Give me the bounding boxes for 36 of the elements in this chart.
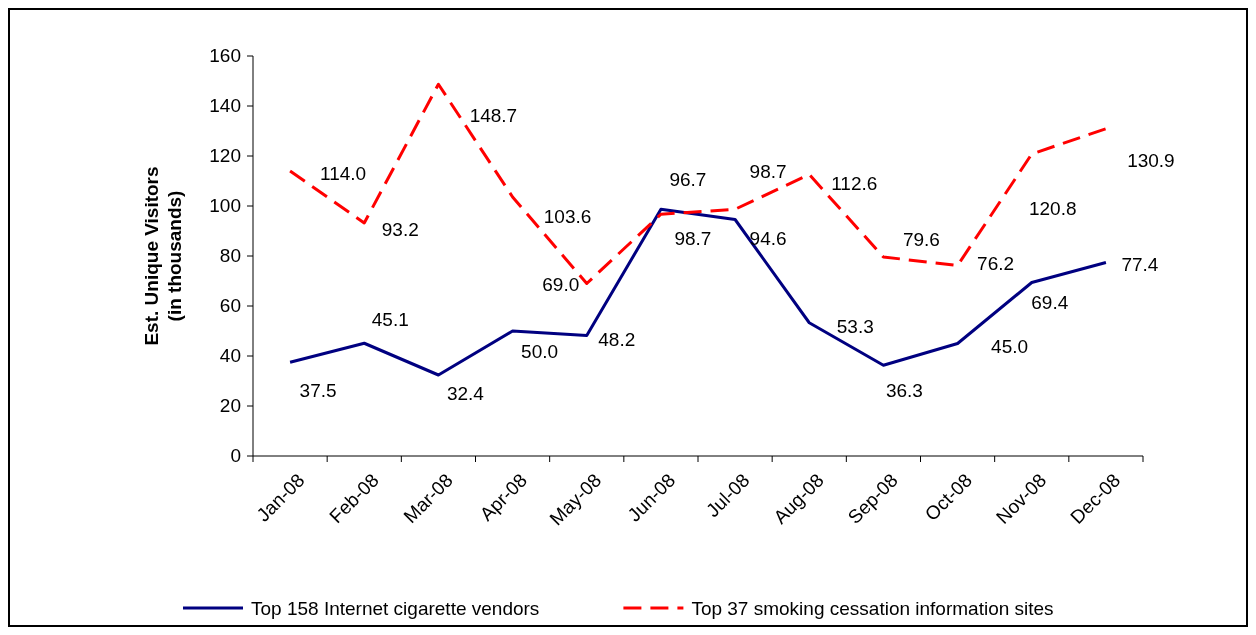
- y-tick-label: 60: [219, 295, 241, 316]
- data-label: 93.2: [381, 218, 419, 240]
- data-label: 69.4: [1031, 292, 1069, 313]
- data-label: 96.7: [669, 168, 707, 190]
- data-label: 53.3: [836, 316, 874, 338]
- data-label: 98.7: [674, 227, 712, 249]
- y-tick-label: 160: [209, 45, 241, 66]
- y-tick-label: 40: [219, 345, 241, 366]
- y-tick-label: 140: [209, 95, 241, 116]
- data-label: 69.0: [542, 274, 580, 295]
- y-tick-label: 120: [209, 145, 241, 166]
- data-label: 103.6: [543, 205, 592, 227]
- y-tick-label: 80: [219, 245, 241, 266]
- data-label: 112.6: [831, 173, 878, 194]
- y-axis-title: Est. Unique Visitors (in thousands): [141, 166, 185, 346]
- data-label: 45.0: [991, 336, 1029, 357]
- legend-label: Top 37 smoking cessation information sites: [691, 598, 1054, 619]
- data-label: 48.2: [598, 329, 636, 350]
- legend-label: Top 158 Internet cigarette vendors: [251, 598, 540, 619]
- data-label: 98.7: [749, 160, 787, 182]
- data-label: 114.0: [320, 162, 367, 184]
- data-label: 50.0: [521, 340, 559, 362]
- data-label: 76.2: [977, 253, 1015, 274]
- y-tick-label: 100: [209, 195, 241, 216]
- data-label: 36.3: [885, 379, 923, 401]
- data-label: 79.6: [902, 228, 940, 250]
- data-label: 94.6: [749, 228, 787, 249]
- data-label: 120.8: [1028, 197, 1077, 219]
- data-label: 32.4: [446, 382, 485, 404]
- data-label: 77.4: [1121, 254, 1159, 275]
- data-label: 37.5: [299, 379, 337, 401]
- data-label: 130.9: [1127, 150, 1175, 172]
- data-label: 45.1: [371, 308, 409, 330]
- y-tick-label: 0: [230, 445, 241, 466]
- data-label: 148.7: [469, 104, 518, 126]
- y-tick-label: 20: [219, 395, 241, 416]
